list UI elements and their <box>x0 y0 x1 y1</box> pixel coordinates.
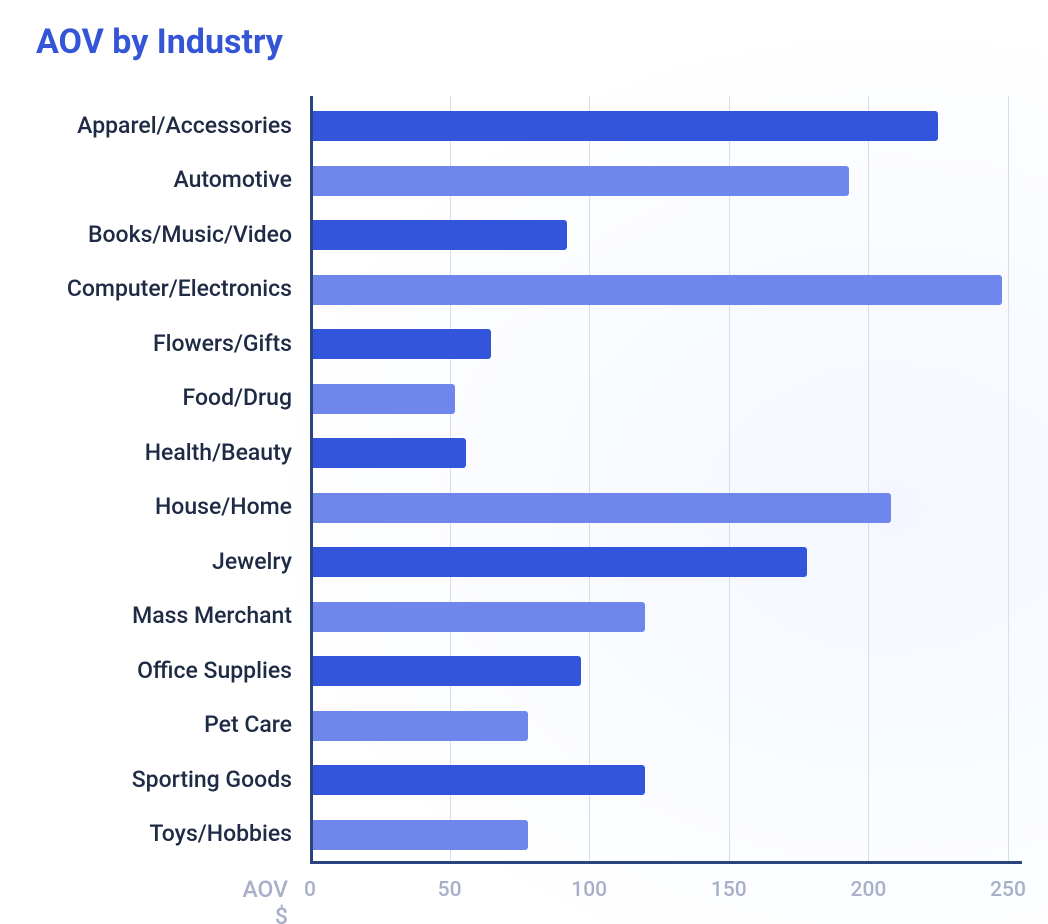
gridline <box>868 96 869 864</box>
category-label: Books/Music/Video <box>88 221 292 248</box>
chart-plot-area: 050100150200250AOV $Apparel/AccessoriesA… <box>310 96 1022 924</box>
bar <box>313 275 1002 305</box>
category-label: Health/Beauty <box>145 439 292 466</box>
bar <box>313 111 938 141</box>
x-tick-label: 50 <box>438 878 462 902</box>
x-tick-label: 150 <box>711 878 747 902</box>
bar <box>313 384 455 414</box>
category-label: Mass Merchant <box>132 602 292 629</box>
bar <box>313 656 581 686</box>
bar <box>313 765 645 795</box>
bar <box>313 820 528 850</box>
x-tick-label: 100 <box>571 878 607 902</box>
x-tick-label: 250 <box>990 878 1026 902</box>
bar <box>313 220 567 250</box>
category-label: Flowers/Gifts <box>153 330 292 357</box>
category-label: Jewelry <box>212 548 292 575</box>
category-label: Pet Care <box>204 711 292 738</box>
bar <box>313 438 466 468</box>
category-label: Computer/Electronics <box>67 275 292 302</box>
bar <box>313 329 491 359</box>
x-axis-line <box>310 861 1022 864</box>
bar <box>313 602 645 632</box>
chart-title: AOV by Industry <box>36 22 283 62</box>
page-root: AOV by Industry 0 50 100 150 200 250 AOV $ Appa… <box>0 0 1048 924</box>
bar <box>313 166 849 196</box>
x-axis-title: AOV $ <box>242 876 288 924</box>
category-label: Sporting Goods <box>132 766 292 793</box>
x-tick-label: 200 <box>851 878 887 902</box>
bar <box>313 547 807 577</box>
category-label: Apparel/Accessories <box>77 112 292 139</box>
category-label: Toys/Hobbies <box>149 820 292 847</box>
gridline <box>589 96 590 864</box>
gridline <box>1008 96 1009 864</box>
category-label: Office Supplies <box>137 657 292 684</box>
bar <box>313 493 891 523</box>
gridline <box>450 96 451 864</box>
gridline <box>729 96 730 864</box>
y-axis-line <box>310 96 313 864</box>
x-tick-label: 0 <box>304 878 316 902</box>
category-label: Automotive <box>173 166 292 193</box>
category-label: House/Home <box>155 493 292 520</box>
category-label: Food/Drug <box>183 384 292 411</box>
bar <box>313 711 528 741</box>
